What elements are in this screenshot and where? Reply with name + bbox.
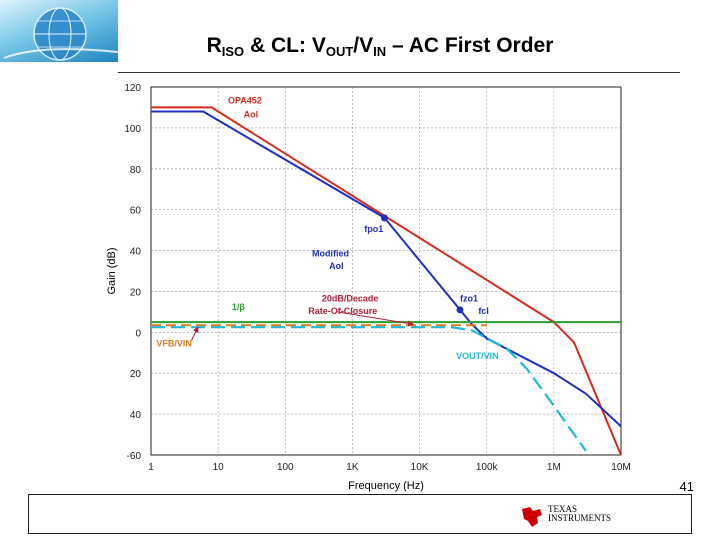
x-tick-label: 10M [611,462,630,473]
rate-of-closure-arrow [337,311,415,327]
x-axis-label: Frequency (Hz) [348,480,424,492]
chart-annotation: Aol [329,261,344,271]
marker-group [380,214,464,314]
chart-annotation: 1/β [232,302,246,312]
y-tick-label: 80 [130,165,142,176]
y-tick-label: 0 [135,328,141,339]
chart-annotation: Modified [312,249,349,259]
chart-annotation: Rate-Of-Closure [308,306,377,316]
x-tick-label: 1M [547,462,561,473]
gain-frequency-chart: OPA452 Aol fpo1 Modified Aol 20dB/Decade Rate-… [106,83,631,492]
annotation-arrows [190,311,415,341]
chart-annotation: fpo1 [364,224,383,234]
ti-wordmark: TEXAS INSTRUMENTS [548,505,611,523]
title-divider [118,72,680,73]
footer-bar [28,494,692,534]
y-tick-label: 120 [124,83,141,94]
x-tick-label: 1K [346,462,359,473]
chart-annotation: 20dB/Decade [322,294,379,304]
chart-annotation: OPA452 [228,95,262,105]
series-group [151,106,622,456]
globe-logo [0,0,118,62]
y-tick-label: 40 [130,410,142,421]
y-tick-label: 40 [130,247,142,258]
ti-logo-icon [522,507,542,527]
x-tick-labels: 1 10 100 1K 10K 100k 1M 10M [148,462,631,473]
ti-wordmark-line2: INSTRUMENTS [548,513,612,523]
plot-frame [150,86,622,456]
series-line-closedloop [151,326,587,452]
annotation-group: OPA452 Aol fpo1 Modified Aol 20dB/Decade Rate-… [156,95,498,361]
y-tick-label: -60 [127,451,142,462]
chart-annotation: VFB/VIN [156,339,192,349]
x-tick-label: 100 [277,462,294,473]
chart-annotation: Aol [244,110,259,120]
y-tick-label: 20 [130,369,142,380]
page-number: 41 [679,479,694,494]
x-tick-label: 1 [148,462,154,473]
y-tick-label: 20 [130,287,142,298]
chart-annotation: fcl [478,306,489,316]
x-tick-label: 10 [213,462,225,473]
slide-title: RISO & CL: VOUT/VIN – AC First Order [206,34,554,59]
x-tick-label: 10K [411,462,429,473]
y-tick-label: 100 [124,124,141,135]
data-point-marker [380,214,388,222]
y-tick-labels: 120 100 80 60 40 20 0 20 40 -60 [124,83,141,462]
x-tick-label: 100k [476,462,499,473]
chart-annotation: VOUT/VIN [456,351,499,361]
y-axis-label: Gain (dB) [106,247,118,294]
data-point-marker [456,306,464,314]
ti-wordmark-line1: TEXAS [548,504,577,514]
feedback-arrow [190,326,199,341]
chart-annotation: fzo1 [460,294,478,304]
series-line-modified [151,110,622,428]
y-tick-label: 60 [130,206,142,217]
